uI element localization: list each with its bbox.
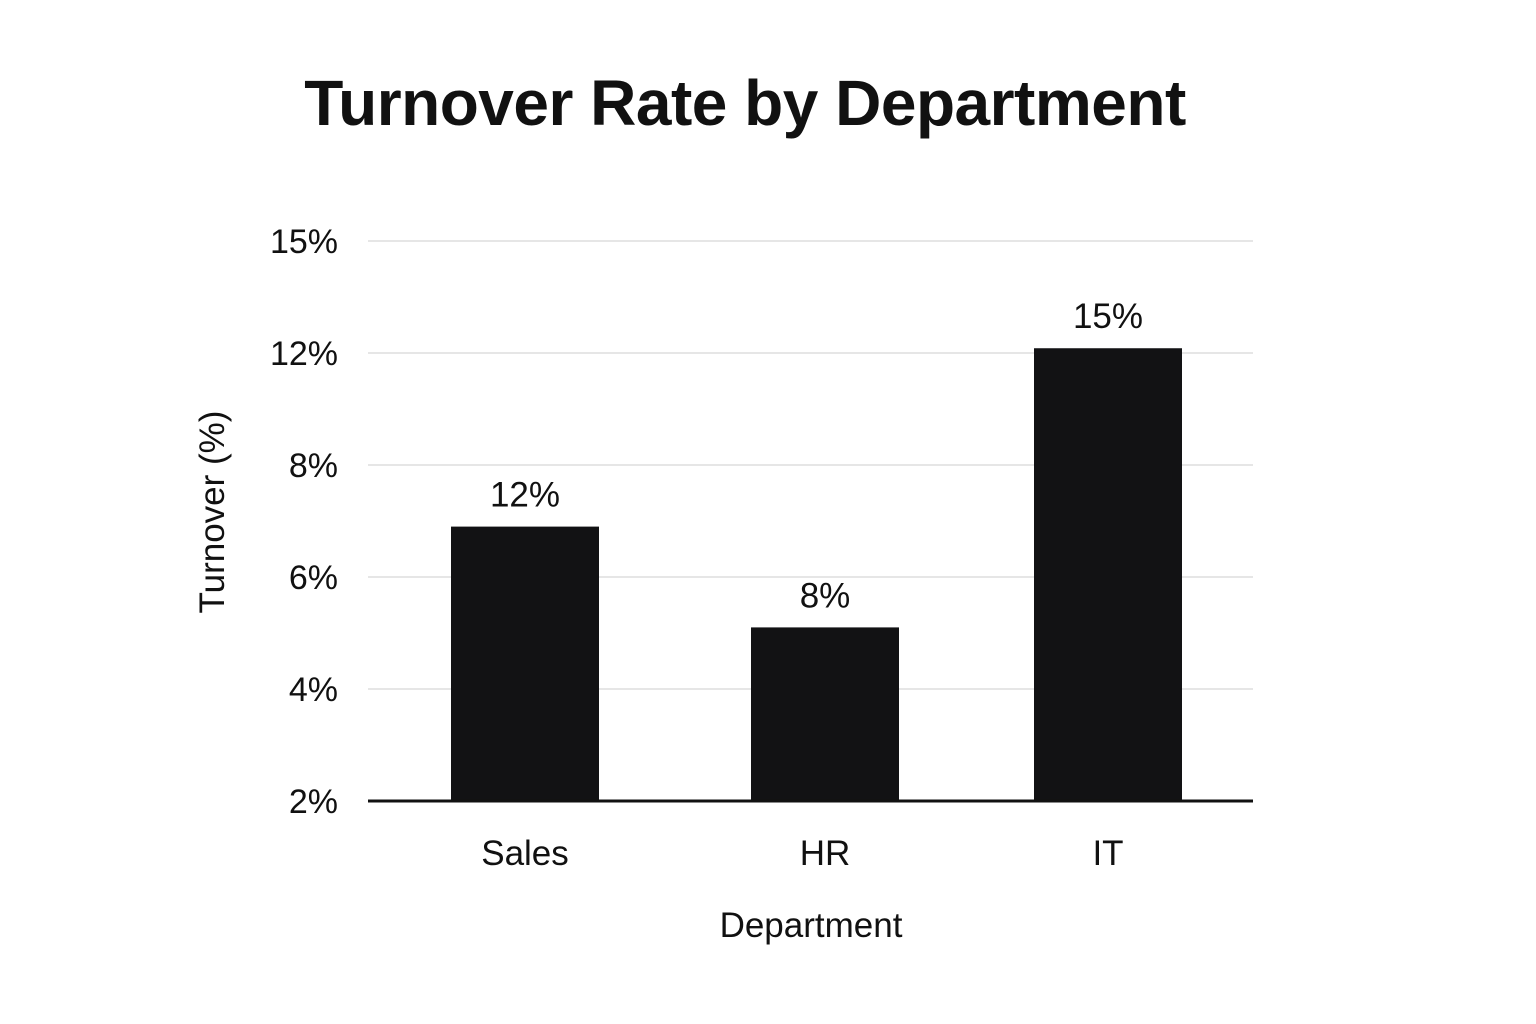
- y-tick-label: 12%: [270, 335, 338, 373]
- data-labels: 12% 8% 15%: [490, 297, 1143, 615]
- y-axis-label: Turnover (%): [193, 411, 232, 614]
- y-axis-ticks: 2% 4% 6% 8% 12% 15%: [270, 223, 338, 821]
- chart-title: Turnover Rate by Department: [304, 67, 1186, 139]
- x-axis-label: Department: [720, 906, 903, 945]
- x-tick-label: IT: [1092, 834, 1123, 873]
- y-tick-label: 8%: [289, 447, 338, 485]
- bar-it: [1034, 348, 1182, 801]
- y-tick-label: 6%: [289, 559, 338, 597]
- data-label-hr: 8%: [800, 576, 851, 615]
- bar-hr: [751, 627, 899, 801]
- y-tick-label: 4%: [289, 671, 338, 709]
- x-axis-categories: Sales HR IT: [481, 834, 1123, 873]
- data-label-sales: 12%: [490, 476, 560, 515]
- x-tick-label: Sales: [481, 834, 569, 873]
- y-tick-label: 15%: [270, 223, 338, 261]
- bar-sales: [451, 526, 599, 801]
- x-tick-label: HR: [800, 834, 851, 873]
- bars: [451, 348, 1182, 801]
- y-tick-label: 2%: [289, 783, 338, 821]
- data-label-it: 15%: [1073, 297, 1143, 336]
